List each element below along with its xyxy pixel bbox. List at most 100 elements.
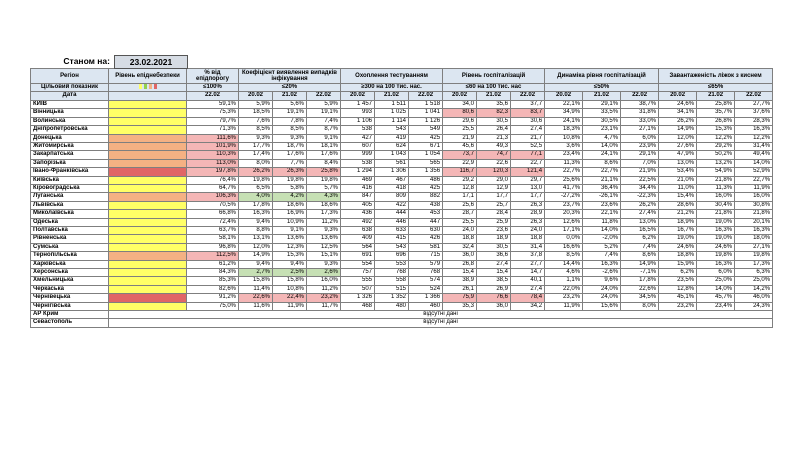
oxygen-cell: 46,0% <box>734 293 774 303</box>
oxygen-cell: 11,3% <box>696 183 736 194</box>
hosp-cell: 36,6 <box>476 251 512 261</box>
testing-cell: 425 <box>408 183 444 194</box>
oxygen-cell: 20,1% <box>734 217 774 228</box>
dyn-cell: 30,5% <box>582 116 622 127</box>
level-cell <box>108 242 187 253</box>
hosp-cell: 35,6 <box>476 99 512 110</box>
dyn-cell: 24,0% <box>582 284 622 295</box>
date-row: Дата 22.02 20.02 21.02 22.02 20.02 21.02 22.0… <box>30 91 774 101</box>
dyn-cell: 6,0% <box>620 133 660 143</box>
testing-cell: 696 <box>374 251 410 261</box>
region-name: Київська <box>30 175 109 185</box>
level-swatch-2 <box>148 84 152 89</box>
pct-plan-cell: 112,5% <box>186 251 239 261</box>
testing-cell: 579 <box>408 259 444 270</box>
oxygen-cell: 15,9% <box>658 259 698 270</box>
testing-cell: 405 <box>340 200 376 211</box>
hosp-cell: 82,3 <box>476 108 512 118</box>
hosp-cell: 75,9 <box>442 293 478 303</box>
testing-cell: 809 <box>374 192 410 202</box>
dyn-cell: 14,9% <box>620 259 660 270</box>
coef-cell: 22,4% <box>272 293 307 303</box>
coef-cell: 18,6% <box>272 200 307 211</box>
hosp-cell: 29,7 <box>510 175 546 185</box>
oxygen-cell: 24,3% <box>734 301 774 312</box>
oxygen-cell: 19,0% <box>696 234 736 244</box>
testing-cell: 630 <box>408 225 444 236</box>
coef-cell: 12,0% <box>238 242 273 253</box>
dyn-cell: -27,2% <box>544 192 584 202</box>
dyn-cell: 1,1% <box>544 276 584 286</box>
dyn-cell: 11,8% <box>582 217 622 228</box>
hosp-cell: 15,4 <box>442 267 478 278</box>
oxygen-cell: 37,6% <box>734 108 774 118</box>
testing-cell: 446 <box>374 217 410 228</box>
testing-cell: 444 <box>374 209 410 219</box>
coef-cell: 18,7% <box>272 141 307 152</box>
hosp-cell: 21,7 <box>510 133 546 143</box>
oxygen-cell: 6,0% <box>696 267 736 278</box>
coef-cell: 9,3% <box>238 133 273 143</box>
regions-table: Регіон Рівень епіднебезпеки % від епідпо… <box>30 68 774 328</box>
pct-plan-cell: 71,3% <box>186 125 239 135</box>
testing-cell: 486 <box>408 175 444 185</box>
hosp-cell: 34,2 <box>510 301 546 312</box>
testing-cell: 1 352 <box>374 293 410 303</box>
oxygen-cell: 53,4% <box>658 167 698 177</box>
oxygen-cell: 19,0% <box>696 217 736 228</box>
oxygen-cell: 12,2% <box>734 133 774 143</box>
testing-cell: 558 <box>374 276 410 286</box>
dyn-cell: 13,0% <box>620 217 660 228</box>
coef-cell: 2,6% <box>305 267 342 278</box>
dyn-cell: 26,2% <box>620 200 660 211</box>
hosp-cell: 28,7 <box>442 209 478 219</box>
hosp-cell: 17,7 <box>510 192 546 202</box>
date-header-cell: 21.02 <box>696 91 736 101</box>
hosp-cell: 32,4 <box>442 242 478 253</box>
table-row: Вінницька 75,3% 18,5% 19,1% 19,1% 993 1 025 1 0… <box>30 108 774 118</box>
hosp-cell: 36,0 <box>476 301 512 312</box>
coef-cell: 13,6% <box>305 234 342 244</box>
region-name: Одеська <box>30 217 109 228</box>
coef-cell: 10,9% <box>272 217 307 228</box>
level-swatch-3 <box>153 84 157 89</box>
hosp-cell: 40,1 <box>510 276 546 286</box>
hosp-cell: 26,3 <box>510 217 546 228</box>
hosp-cell: 49,3 <box>476 141 512 152</box>
coef-cell: 8,7% <box>305 125 342 135</box>
oxygen-cell: 21,0% <box>658 175 698 185</box>
oxygen-cell: 12,0% <box>658 133 698 143</box>
testing-cell: 757 <box>340 267 376 278</box>
coef-cell: 4,3% <box>305 192 342 202</box>
oxygen-cell: 21,8% <box>696 209 736 219</box>
dyn-cell: 8,5% <box>544 251 584 261</box>
oxygen-cell: 6,3% <box>734 267 774 278</box>
dyn-cell: 31,8% <box>620 108 660 118</box>
table-row: Луганська 106,3% 4,0% 4,2% 4,3% 847 809 882 17,1… <box>30 192 774 202</box>
col-hosp: Рівень госпіталізацій <box>442 68 546 84</box>
dyn-cell: 4,7% <box>582 133 622 143</box>
dyn-cell: 22,1% <box>582 209 622 219</box>
hosp-cell: 12,8 <box>442 183 478 194</box>
target-coef: ≤20% <box>237 82 342 93</box>
coef-cell: 17,6% <box>272 150 307 160</box>
pct-plan-cell: 61,2% <box>186 259 239 270</box>
level-cell <box>108 183 187 194</box>
table-row: Житомирська 101,9% 17,7% 18,7% 18,1% 607 624 67… <box>30 141 774 152</box>
testing-cell: 1 043 <box>374 150 410 160</box>
level-cell <box>108 259 187 270</box>
hosp-cell: 27,4 <box>510 284 546 295</box>
coef-cell: 25,8% <box>305 167 342 177</box>
region-name: Івано-Франківська <box>30 167 109 177</box>
hosp-cell: 76,6 <box>476 293 512 303</box>
hosp-cell: 37,7 <box>510 99 546 110</box>
col-oxygen: Завантаженість ліжок з киснем <box>658 68 774 84</box>
coef-cell: 5,9% <box>238 99 273 110</box>
coef-cell: 15,8% <box>238 276 273 286</box>
coef-cell: 5,8% <box>272 183 307 194</box>
level-cell <box>108 284 187 295</box>
table-row: Чернівецька 91,2% 22,6% 22,4% 23,2% 1 326 1 35… <box>30 293 774 303</box>
hosp-cell: 25,7 <box>476 200 512 211</box>
testing-cell: 1 041 <box>408 108 444 118</box>
hosp-cell: 29,2 <box>442 175 478 185</box>
